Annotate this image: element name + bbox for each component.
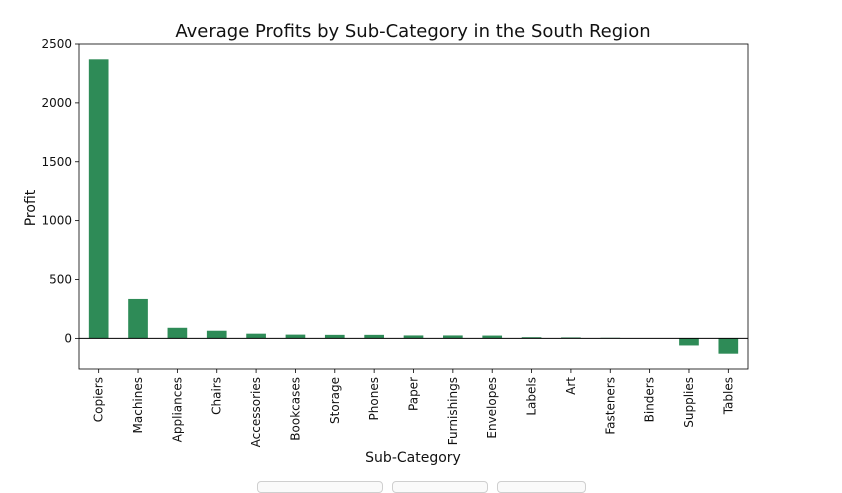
x-tick-label: Art [564,377,578,395]
tab-1[interactable] [257,481,383,493]
bar-bookcases [285,334,306,339]
bar-machines [128,298,148,339]
chart-title: Average Profits by Sub-Category in the S… [175,21,650,42]
y-tick-label: 2000 [41,96,72,110]
x-tick-label: Paper [407,377,421,411]
y-tick-label: 1500 [41,155,72,169]
x-tick-label: Envelopes [485,377,499,439]
bottom-tab-strip [0,481,842,493]
bar-paper [403,335,424,339]
x-tick-label: Labels [525,377,539,416]
bar-storage [324,334,345,339]
x-tick-label: Chairs [210,377,224,415]
tab-3[interactable] [497,481,586,493]
bar-phones [364,334,384,339]
bar-furnishings [443,335,463,339]
plot-area: 0 500 1000 1500 2000 2500 Copiers Machines Appli… [41,37,749,447]
x-tick-label: Accessories [249,377,263,447]
bar-copiers [88,59,109,339]
bar-chairs [206,330,227,339]
x-tick-label: Furnishings [446,377,460,445]
tab-2[interactable] [392,481,488,493]
y-tick-label: 0 [64,331,72,345]
x-tick-label: Copiers [92,377,106,422]
x-tick-label: Fasteners [603,377,617,435]
bar-tables [718,338,739,354]
x-tick-label: Supplies [682,377,696,428]
plot-frame [78,43,749,370]
bar-envelopes [482,335,503,339]
x-tick-label: Binders [643,377,657,422]
x-tick-label: Storage [328,377,342,424]
bar-appliances [167,327,188,339]
bar-labels [521,337,542,339]
y-tick-label: 1000 [41,214,72,228]
x-tick-label: Appliances [170,377,184,442]
y-axis-label: Profit [23,189,39,226]
bar-accessories [246,333,266,339]
y-tick-label: 500 [49,273,72,287]
x-tick-label: Phones [367,377,381,420]
x-tick-label: Tables [721,377,735,415]
x-tick-label: Machines [131,377,145,433]
x-tick-label: Bookcases [288,377,302,441]
bar-supplies [679,338,699,346]
y-tick-label: 2500 [41,37,72,51]
x-axis-label: Sub-Category [365,450,461,466]
